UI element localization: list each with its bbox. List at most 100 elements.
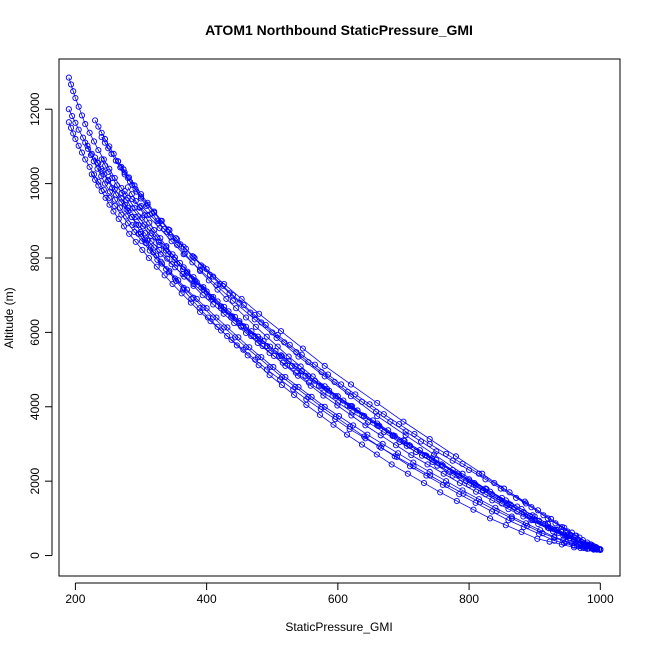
data-point (320, 392, 327, 399)
data-point (176, 259, 183, 266)
data-point (146, 219, 153, 226)
data-point (164, 255, 171, 262)
data-point (321, 373, 328, 380)
data-point (148, 238, 155, 245)
y-tick-label: 0 (28, 552, 42, 559)
data-point (228, 336, 235, 343)
data-point (205, 293, 212, 301)
series-12 (118, 195, 597, 553)
data-point (67, 124, 75, 131)
data-point (124, 174, 131, 182)
data-point (102, 194, 109, 201)
data-point (285, 353, 292, 360)
data-point (251, 316, 258, 323)
data-point (545, 525, 552, 532)
data-point (137, 195, 145, 202)
data-point (291, 391, 298, 399)
data-point (137, 193, 145, 200)
data-point (454, 470, 461, 477)
data-point (460, 490, 467, 497)
data-point (75, 126, 82, 133)
data-point (221, 280, 228, 288)
data-point (132, 214, 139, 221)
data-point (282, 362, 289, 369)
data-point (218, 305, 225, 312)
data-point (244, 352, 251, 359)
series-line (94, 157, 596, 550)
data-point (278, 382, 285, 389)
data-point (121, 169, 128, 176)
data-point (255, 362, 262, 369)
data-point (290, 386, 297, 393)
data-point (424, 461, 431, 468)
y-tick-label: 2000 (28, 467, 42, 494)
data-point (528, 517, 535, 524)
data-point (323, 385, 330, 392)
data-point (343, 431, 351, 438)
x-axis-label: StaticPressure_GMI (285, 620, 392, 634)
data-point (259, 342, 266, 350)
data-point (72, 119, 79, 126)
series-line (91, 174, 594, 550)
data-point (144, 199, 151, 206)
data-point (453, 497, 460, 505)
data-point (110, 208, 117, 215)
data-point (172, 277, 180, 284)
x-axis: 200 400 600 800 1000 (65, 582, 614, 606)
data-point (266, 372, 273, 379)
data-point (184, 268, 191, 275)
data-point (378, 444, 385, 451)
data-point (98, 165, 105, 172)
series-line (84, 142, 598, 550)
x-tick-label: 200 (65, 592, 85, 606)
data-point (570, 536, 577, 544)
data-point (193, 279, 200, 286)
data-point (427, 472, 434, 479)
data-point (394, 450, 402, 457)
data-point (584, 545, 591, 552)
data-point (153, 263, 160, 270)
data-point (426, 468, 433, 475)
data-point (282, 373, 289, 381)
data-point (321, 362, 328, 369)
data-point (98, 187, 105, 195)
data-point (402, 428, 409, 435)
data-point (587, 541, 594, 548)
data-point (242, 329, 250, 337)
data-point (466, 466, 473, 474)
data-point (82, 156, 89, 163)
data-point (180, 251, 187, 258)
data-point (65, 106, 72, 113)
data-point (479, 470, 486, 477)
plot-area (65, 74, 604, 554)
data-point (443, 478, 450, 485)
data-point (221, 307, 228, 314)
data-point (263, 366, 271, 373)
data-point (277, 328, 285, 335)
data-point (203, 266, 210, 273)
data-point (349, 409, 356, 416)
data-point (493, 507, 500, 514)
data-point (489, 497, 496, 504)
y-tick-label: 8000 (28, 244, 42, 271)
data-point (191, 277, 198, 284)
data-point (544, 515, 551, 522)
data-point (82, 139, 89, 146)
series-10 (98, 156, 603, 553)
data-point (72, 135, 79, 143)
data-point (164, 228, 171, 236)
data-point (220, 310, 227, 317)
data-point (98, 173, 105, 180)
data-point (270, 364, 277, 371)
data-point (388, 461, 395, 468)
data-point (113, 191, 120, 198)
data-point (65, 74, 72, 81)
data-point (160, 225, 168, 232)
data-point (190, 253, 197, 260)
data-point (69, 112, 76, 120)
data-point (295, 372, 302, 379)
data-point (256, 310, 263, 317)
data-point (183, 286, 190, 293)
data-point (86, 129, 93, 136)
data-point (90, 138, 98, 145)
